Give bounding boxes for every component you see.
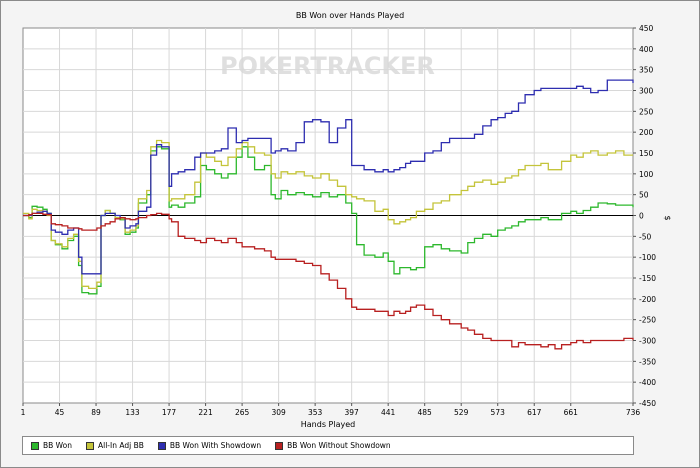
x-tick-label: 221 <box>198 408 213 417</box>
legend-label: All-In Adj BB <box>98 441 144 450</box>
x-tick-label: 265 <box>235 408 250 417</box>
x-axis-label: Hands Played <box>301 420 355 429</box>
x-tick-label: 617 <box>527 408 542 417</box>
y-tick-label: -400 <box>639 378 656 387</box>
watermark-text: POKERTRACKER <box>220 52 435 80</box>
y-tick-label: 50 <box>639 191 649 200</box>
y-tick-label: 0 <box>639 212 644 221</box>
legend-swatch <box>31 441 39 450</box>
y-tick-label: 400 <box>639 45 654 54</box>
x-tick-label: 397 <box>344 408 359 417</box>
legend-entry-bb-won: BB Won <box>31 441 72 450</box>
legend-swatch <box>86 441 94 450</box>
y-tick-label: 150 <box>639 149 654 158</box>
legend-swatch <box>275 441 284 450</box>
x-tick-label: 529 <box>454 408 469 417</box>
legend-label: BB Won <box>43 441 72 450</box>
legend-entry-all-in-adj-bb: All-In Adj BB <box>86 441 144 450</box>
y-tick-label: 250 <box>639 107 654 116</box>
y-tick-label: 200 <box>639 128 654 137</box>
series-lines <box>23 79 634 350</box>
y-tick-label: 100 <box>639 170 654 179</box>
x-tick-label: 573 <box>491 408 506 417</box>
series-line-bb-won-with-showdown <box>23 79 634 275</box>
x-tick-label: 485 <box>418 408 433 417</box>
y-tick-label: -150 <box>639 274 656 283</box>
series-line-bb-won-without-showdown <box>23 212 634 350</box>
x-tick-label: 736 <box>626 408 641 417</box>
y-tick-label: 450 <box>639 24 654 33</box>
legend-label: BB Won With Showdown <box>169 441 262 450</box>
legend-label: BB Won Without Showdown <box>287 441 391 450</box>
y-tick-label: 350 <box>639 66 654 75</box>
y-axis-label: $ <box>663 215 672 220</box>
x-tick-label: 89 <box>91 408 101 417</box>
legend-entry-bb-won-with-showdown: BB Won With Showdown <box>157 441 262 450</box>
x-tick-label: 177 <box>162 408 177 417</box>
chart-legend: BB Won All-In Adj BB BB Won With Showdown B… <box>22 436 634 455</box>
y-tick-label: -250 <box>639 316 656 325</box>
x-tick-label: 45 <box>55 408 65 417</box>
legend-entry-bb-won-without-showdown: BB Won Without Showdown <box>275 441 391 450</box>
x-axis-ticks: 1 45 89 133 177 221 265 309 353 397 441 485 529 573 61… <box>21 403 641 417</box>
x-tick-label: 661 <box>564 408 579 417</box>
y-axis-ticks: 450 400 350 300 250 200 150 100 50 0 -50 -100 -150 -2… <box>633 24 656 408</box>
legend-swatch <box>157 441 166 450</box>
x-tick-label: 353 <box>308 408 323 417</box>
x-tick-label: 1 <box>21 408 26 417</box>
x-tick-label: 309 <box>271 408 286 417</box>
y-tick-label: -200 <box>639 295 656 304</box>
chart-title: BB Won over Hands Played <box>295 11 405 20</box>
x-tick-label: 133 <box>125 408 140 417</box>
y-tick-label: 300 <box>639 87 654 96</box>
y-tick-label: -450 <box>639 399 656 408</box>
y-tick-label: -100 <box>639 253 656 262</box>
y-tick-label: -300 <box>639 337 656 346</box>
pokertracker-watermark: POKERTRACKER <box>220 52 435 80</box>
y-tick-label: -350 <box>639 357 656 366</box>
y-tick-label: -50 <box>639 232 651 241</box>
x-tick-label: 441 <box>381 408 396 417</box>
